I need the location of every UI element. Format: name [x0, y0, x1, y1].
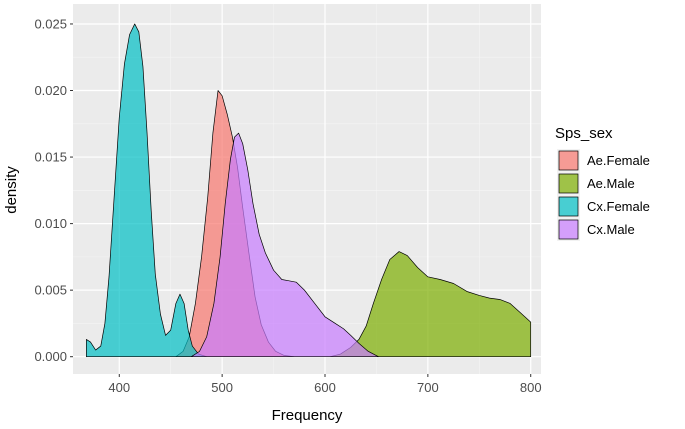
y-axis: 0.000 0.005 0.010 0.015 0.020 0.025	[34, 16, 73, 364]
y-tick-label: 0.020	[34, 83, 67, 98]
legend-label: Ae.Female	[587, 153, 650, 168]
y-tick-label: 0.000	[34, 349, 67, 364]
legend: Sps_sex Ae.Female Ae.Male Cx.Female Cx.Male	[555, 125, 650, 241]
minor-gridlines	[73, 4, 541, 374]
x-tick-label: 700	[417, 380, 439, 395]
x-axis: 400 500 600 700 800	[108, 374, 542, 395]
legend-title: Sps_sex	[555, 125, 613, 142]
legend-label: Cx.Female	[587, 199, 650, 214]
x-axis-title: Frequency	[272, 407, 343, 424]
x-tick-label: 400	[108, 380, 130, 395]
x-tick-label: 600	[314, 380, 336, 395]
y-tick-label: 0.010	[34, 216, 67, 231]
x-tick-label: 500	[211, 380, 233, 395]
legend-swatch	[558, 219, 579, 240]
legend-swatch	[558, 150, 579, 171]
y-axis-title: density	[3, 166, 20, 214]
density-areas	[86, 23, 532, 358]
x-tick-label: 800	[520, 380, 542, 395]
density-area-ae-male	[329, 251, 532, 358]
y-tick-label: 0.025	[34, 16, 67, 31]
legend-label: Cx.Male	[587, 222, 635, 237]
legend-swatch	[558, 173, 579, 194]
legend-swatch	[558, 196, 579, 217]
density-area-cx-male	[190, 132, 379, 358]
legend-label: Ae.Male	[587, 176, 635, 191]
density-area-cx-female	[86, 23, 208, 358]
y-tick-label: 0.015	[34, 150, 67, 165]
y-tick-label: 0.005	[34, 283, 67, 298]
